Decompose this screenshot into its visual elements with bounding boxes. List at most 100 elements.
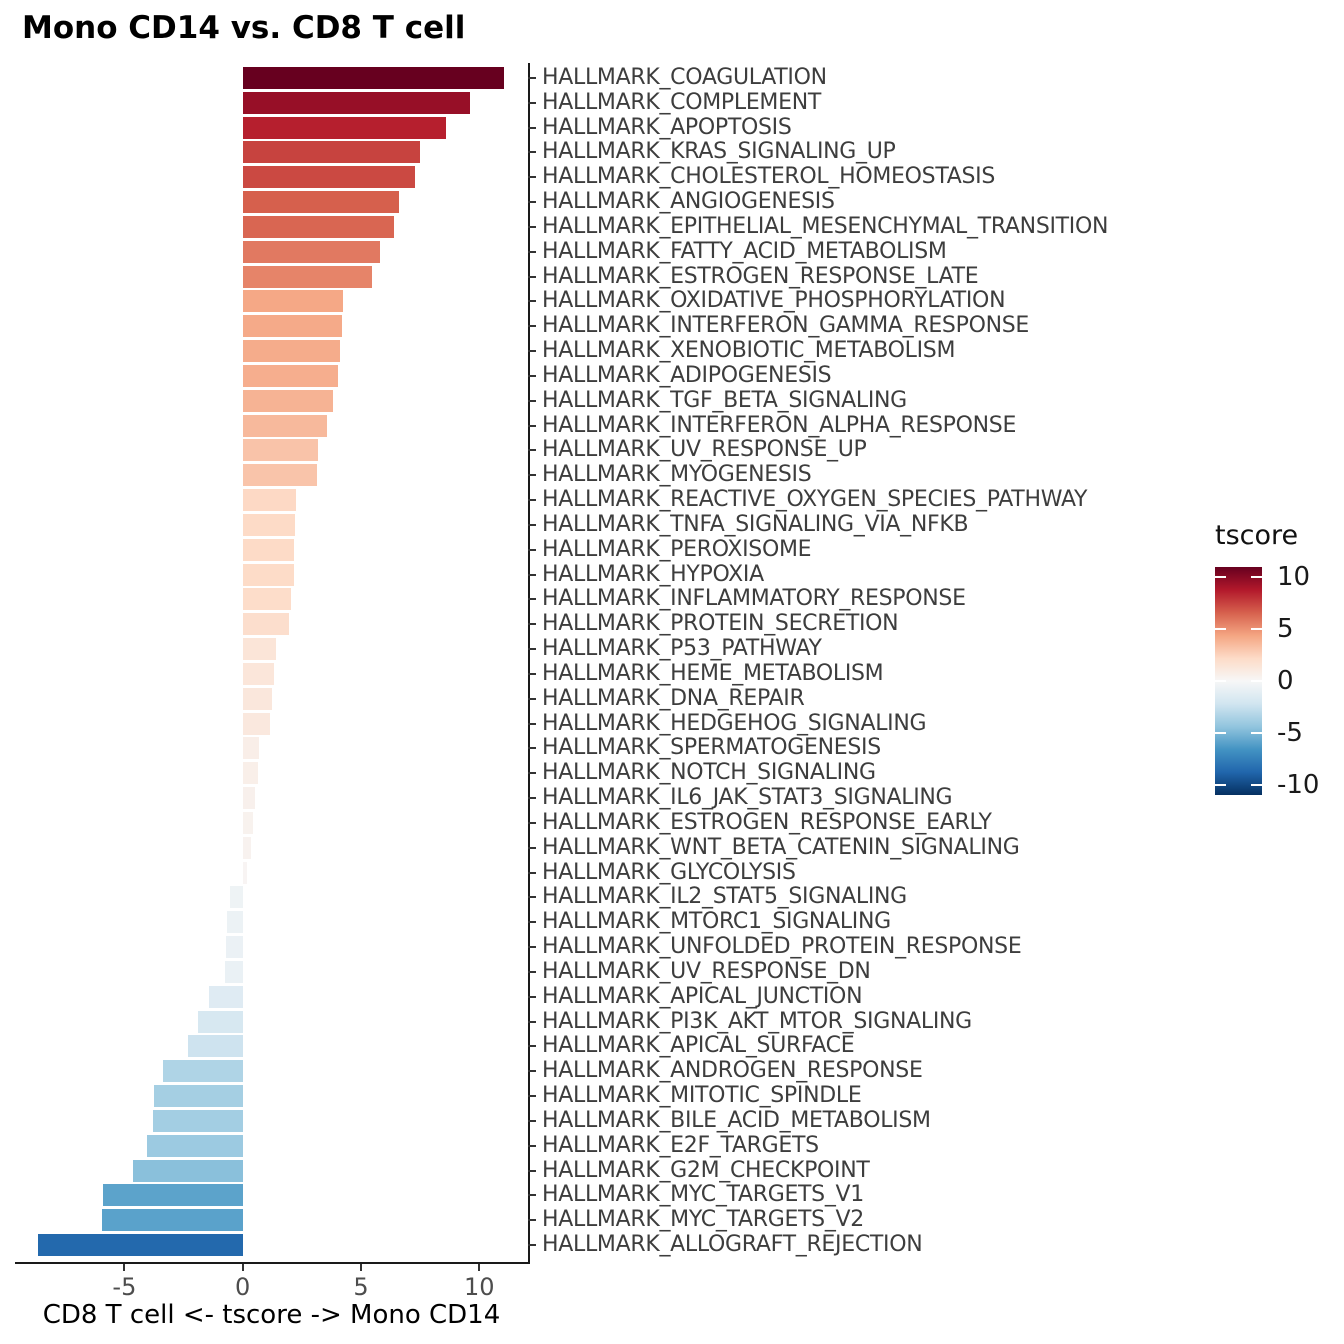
- category-label: HALLMARK_E2F_TARGETS: [542, 1132, 819, 1158]
- bar: [101, 1209, 243, 1232]
- y-tick: [528, 1169, 536, 1172]
- category-label: HALLMARK_ESTROGEN_RESPONSE_LATE: [542, 263, 979, 289]
- y-tick: [528, 573, 536, 576]
- legend-tick: [1251, 680, 1262, 682]
- y-tick: [528, 474, 536, 477]
- y-tick: [528, 623, 536, 626]
- bar: [242, 166, 416, 189]
- bar: [242, 563, 294, 586]
- bar: [229, 886, 243, 909]
- category-label: HALLMARK_HEME_METABOLISM: [542, 660, 884, 686]
- category-label: HALLMARK_APICAL_JUNCTION: [542, 983, 863, 1009]
- category-label: HALLMARK_MITOTIC_SPINDLE: [542, 1083, 862, 1109]
- bar: [242, 67, 505, 89]
- category-label: HALLMARK_UV_RESPONSE_UP: [542, 437, 867, 463]
- y-tick: [528, 101, 536, 104]
- bar: [242, 240, 380, 263]
- bar: [242, 712, 270, 735]
- legend-tick: [1251, 731, 1262, 734]
- category-label: HALLMARK_IL2_STAT5_SIGNALING: [542, 884, 907, 910]
- bar: [162, 1060, 243, 1083]
- category-label: HALLMARK_HYPOXIA: [542, 561, 764, 587]
- legend-tick: [1215, 680, 1226, 682]
- category-label: HALLMARK_ESTROGEN_RESPONSE_EARLY: [542, 809, 992, 835]
- legend-tick-label: -10: [1277, 769, 1320, 800]
- bar: [242, 215, 395, 238]
- y-tick: [528, 523, 536, 526]
- category-label: HALLMARK_WNT_BETA_CATENIN_SIGNALING: [542, 834, 1020, 860]
- category-label: HALLMARK_UNFOLDED_PROTEIN_RESPONSE: [542, 934, 1022, 960]
- legend-tick: [1215, 628, 1226, 631]
- bar: [242, 811, 253, 834]
- x-tick: [360, 1264, 362, 1271]
- legend-title: tscore: [1215, 520, 1299, 551]
- y-tick: [528, 176, 536, 179]
- y-tick: [528, 1045, 536, 1048]
- bar: [242, 116, 446, 139]
- category-label: HALLMARK_COAGULATION: [542, 65, 827, 90]
- category-label: HALLMARK_INTERFERON_GAMMA_RESPONSE: [542, 313, 1030, 339]
- bar: [209, 985, 243, 1008]
- y-tick: [528, 1194, 536, 1197]
- bar: [242, 340, 340, 363]
- y-tick: [528, 350, 536, 353]
- category-label: HALLMARK_IL6_JAK_STAT3_SIGNALING: [542, 785, 953, 811]
- category-label: HALLMARK_ANGIOGENESIS: [542, 189, 835, 215]
- y-tick: [528, 797, 536, 800]
- category-label: HALLMARK_FATTY_ACID_METABOLISM: [542, 238, 947, 264]
- y-tick: [528, 598, 536, 601]
- bar: [242, 489, 297, 512]
- category-label: HALLMARK_HEDGEHOG_SIGNALING: [542, 710, 927, 736]
- category-label: HALLMARK_PI3K_AKT_MTOR_SIGNALING: [542, 1008, 972, 1034]
- y-tick: [528, 225, 536, 228]
- y-tick: [528, 151, 536, 154]
- bar: [154, 1085, 243, 1108]
- category-label: HALLMARK_PROTEIN_SECRETION: [542, 611, 899, 637]
- category-label: HALLMARK_INTERFERON_ALPHA_RESPONSE: [542, 412, 1017, 438]
- bar: [152, 1109, 243, 1132]
- legend-tick: [1215, 576, 1226, 579]
- x-tick-label: 10: [464, 1273, 495, 1301]
- y-tick: [528, 946, 536, 949]
- y-tick: [528, 250, 536, 253]
- bar: [242, 464, 317, 487]
- category-label: HALLMARK_APOPTOSIS: [542, 114, 792, 140]
- legend-tick: [1215, 783, 1226, 786]
- y-tick: [528, 970, 536, 973]
- x-tick: [123, 1264, 126, 1271]
- x-tick: [241, 1264, 244, 1271]
- legend-tick-label: 5: [1277, 614, 1294, 645]
- category-label: HALLMARK_APICAL_SURFACE: [542, 1033, 855, 1059]
- y-tick: [528, 325, 536, 328]
- bar: [242, 588, 292, 611]
- category-label: HALLMARK_BILE_ACID_METABOLISM: [542, 1107, 931, 1133]
- bar: [242, 414, 328, 437]
- y-tick: [528, 672, 536, 675]
- bar: [242, 389, 334, 412]
- category-label: HALLMARK_ADIPOGENESIS: [542, 362, 832, 388]
- bar: [242, 513, 295, 536]
- y-tick: [528, 275, 536, 278]
- y-tick: [528, 846, 536, 849]
- x-tick-label: -5: [112, 1273, 137, 1301]
- y-tick: [528, 921, 536, 924]
- y-tick: [528, 648, 536, 651]
- category-label: HALLMARK_ANDROGEN_RESPONSE: [542, 1058, 923, 1084]
- bar: [242, 662, 275, 685]
- legend-tick-label: 10: [1277, 562, 1311, 593]
- y-tick: [528, 77, 536, 79]
- y-tick: [528, 1244, 536, 1246]
- bar: [242, 836, 252, 859]
- category-label: HALLMARK_MYOGENESIS: [542, 462, 812, 488]
- x-tick-label: 0: [235, 1273, 251, 1301]
- bar: [242, 538, 295, 561]
- legend-tick: [1251, 628, 1262, 631]
- category-label: HALLMARK_OXIDATIVE_PHOSPHORYLATION: [542, 288, 1006, 314]
- category-label: HALLMARK_REACTIVE_OXYGEN_SPECIES_PATHWAY: [542, 487, 1088, 513]
- y-tick: [528, 1119, 536, 1122]
- y-tick: [528, 424, 536, 427]
- y-tick: [528, 697, 536, 700]
- y-tick: [528, 896, 536, 899]
- legend-tick-label: -5: [1277, 717, 1303, 748]
